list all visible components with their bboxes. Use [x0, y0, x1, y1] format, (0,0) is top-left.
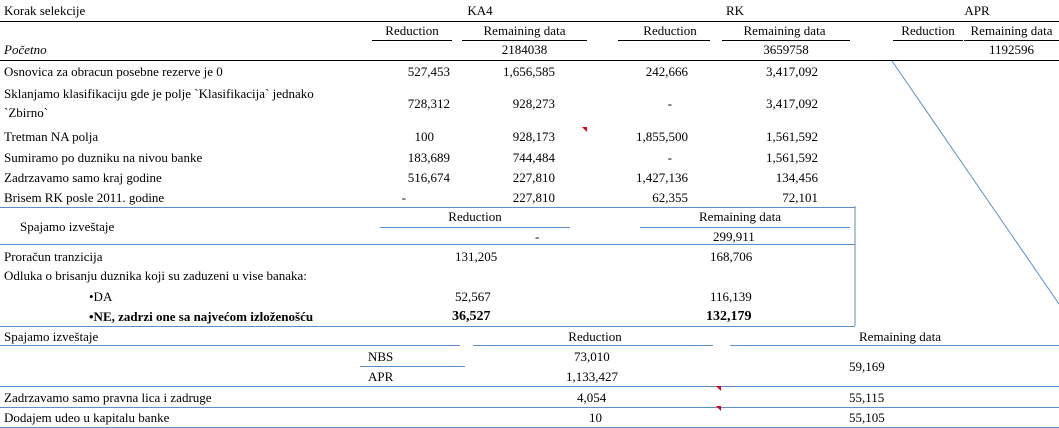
apr-source-reduction: 1,133,427	[566, 369, 618, 384]
da-remaining: 116,139	[710, 289, 752, 304]
subhead-line	[372, 40, 452, 41]
merge2-head-line	[473, 345, 713, 346]
proracun-remaining: 168,706	[710, 249, 753, 264]
rk-reduction-head: Reduction	[643, 23, 697, 38]
row-label: Zadrzavamo samo pravna lica i zadruge	[4, 390, 212, 405]
ka4-header: KA4	[467, 3, 493, 18]
merge1-remaining-head: Remaining data	[699, 209, 781, 224]
ne-reduction: 36,527	[452, 309, 491, 324]
rk-remaining-cell: 72,101	[782, 190, 818, 205]
proracun-reduction: 131,205	[455, 249, 498, 264]
apr-remaining-head: Remaining data	[970, 23, 1053, 38]
merge2-remaining-head: Remaining data	[859, 329, 941, 344]
ka4-reduction-cell: 527,453	[407, 64, 450, 79]
row-remaining: 55,115	[849, 390, 885, 405]
rk-reduction-cell: -	[667, 150, 672, 165]
merge2-head-line	[730, 345, 1059, 346]
merge2-divider	[0, 386, 1059, 387]
pocetno-divider	[0, 60, 1059, 61]
combined-remaining: 59,169	[849, 359, 885, 374]
rk-header: RK	[725, 3, 745, 18]
subhead-line	[893, 40, 963, 41]
row-remaining: 55,105	[849, 410, 885, 425]
subhead-line	[618, 40, 710, 41]
subhead-line	[462, 40, 587, 41]
da-label: •DA	[89, 289, 113, 304]
comment-marker[interactable]	[716, 406, 721, 411]
apr-reduction-head: Reduction	[901, 23, 955, 38]
rk-remaining-head: Remaining data	[743, 23, 826, 38]
row-label-cont: `Zbirno`	[4, 105, 49, 120]
merge1-reduction-head: Reduction	[448, 209, 502, 224]
subhead-line	[964, 40, 1059, 41]
ka4-remaining-cell: 928,173	[512, 129, 555, 144]
row-reduction: 4,054	[577, 390, 607, 405]
merge1-reduction-value: -	[535, 229, 540, 244]
ka4-initial-value: 2184038	[501, 42, 548, 57]
row-label: Dodajem udeo u kapitalu banke	[4, 410, 170, 425]
ne-remaining: 132,179	[706, 309, 752, 324]
nbs-line	[360, 366, 465, 367]
subhead-line	[722, 40, 850, 41]
odluka-label: Odluka o brisanju duznika koji su zaduze…	[4, 268, 307, 283]
section1-divider	[0, 207, 855, 208]
merge2-label: Spajamo izveštaje	[4, 329, 99, 344]
rk-remaining-cell: 134,456	[775, 170, 818, 185]
proracun-label: Proračun tranzicija	[4, 249, 103, 264]
ka4-remaining-cell: 227,810	[512, 190, 555, 205]
merge1-label: Spajamo izveštaje	[20, 219, 115, 234]
rk-remaining-cell: 1,561,592	[766, 150, 818, 165]
comment-marker[interactable]	[716, 386, 721, 391]
row-divider	[0, 407, 1059, 408]
merge1-head-line	[640, 227, 850, 228]
ka4-reduction-cell: 100	[414, 129, 435, 144]
pocetno-label: Početno	[4, 42, 47, 57]
apr-header: APR	[964, 3, 990, 18]
rk-reduction-cell: 1,427,136	[636, 170, 688, 185]
rk-remaining-cell: 3,417,092	[766, 64, 818, 79]
ka4-remaining-cell: 1,656,585	[503, 64, 555, 79]
row-label: Zadrzavamo samo kraj godine	[4, 170, 162, 185]
step-column-header: Korak selekcije	[4, 3, 86, 18]
header-divider	[0, 21, 1059, 22]
rk-initial-value: 3659758	[763, 42, 809, 57]
apr-initial-value: 1192596	[988, 42, 1035, 57]
merge1-remaining-value: 299,911	[713, 229, 755, 244]
ka4-remaining-head: Remaining data	[483, 23, 566, 38]
row-label: Tretman NA polja	[4, 129, 99, 144]
ka4-reduction-head: Reduction	[385, 23, 439, 38]
ka4-remaining-cell: 928,273	[512, 96, 555, 111]
merge2-reduction-head: Reduction	[568, 329, 622, 344]
da-reduction: 52,567	[455, 289, 491, 304]
comment-marker[interactable]	[582, 127, 587, 132]
rk-reduction-cell: -	[667, 96, 672, 111]
nbs-label: NBS	[368, 349, 394, 364]
nbs-reduction: 73,010	[574, 349, 610, 364]
apr-source-label: APR	[368, 369, 394, 384]
row-label: Sumiramo po duzniku na nivou banke	[4, 150, 203, 165]
ka4-reduction-cell: 516,674	[407, 170, 450, 185]
ne-label: •NE, zadrzi one sa najvećom izloženošću	[89, 309, 314, 324]
rk-remaining-cell: 1,561,592	[766, 129, 818, 144]
rk-reduction-cell: 242,666	[645, 64, 688, 79]
ka4-reduction-cell: 183,689	[407, 150, 450, 165]
rk-reduction-cell: 62,355	[652, 190, 688, 205]
row-label: Brisem RK posle 2011. godine	[4, 190, 165, 205]
ka4-reduction-cell: -	[401, 190, 406, 205]
row-reduction: 10	[589, 410, 602, 425]
rk-reduction-cell: 1,855,500	[636, 129, 688, 144]
row-label: Sklanjamo klasifikaciju gde je polje `Kl…	[4, 86, 314, 101]
rk-remaining-cell: 3,417,092	[766, 96, 818, 111]
merge1-head-line	[380, 227, 570, 228]
merge2-head-line	[0, 345, 460, 346]
ka4-reduction-cell: 728,312	[407, 96, 450, 111]
ka4-remaining-cell: 227,810	[512, 170, 555, 185]
row-label: Osnovica za obracun posebne rezerve je 0	[4, 64, 223, 79]
merge1-bottom	[0, 326, 855, 327]
merge1-divider	[0, 244, 855, 245]
ka4-remaining-cell: 744,484	[512, 150, 555, 165]
